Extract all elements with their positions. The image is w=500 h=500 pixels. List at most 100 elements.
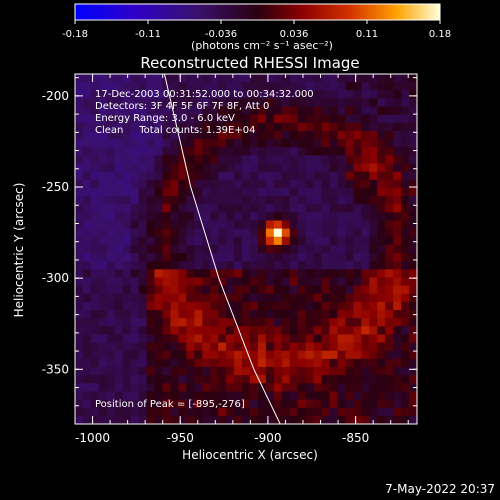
heatmap-cell <box>369 74 378 83</box>
heatmap-cell <box>297 114 307 124</box>
heatmap-cell <box>138 383 148 393</box>
heatmap-cell <box>289 179 299 189</box>
heatmap-cell <box>305 236 315 246</box>
heatmap-cell <box>361 171 370 181</box>
heatmap-cell <box>409 74 417 83</box>
heatmap-cell <box>313 204 323 213</box>
heatmap-cell <box>297 350 307 360</box>
heatmap-cell <box>130 106 140 116</box>
heatmap-cell <box>401 179 410 189</box>
heatmap-cell <box>82 277 92 287</box>
heatmap-cell <box>130 212 140 222</box>
heatmap-cell <box>377 220 386 230</box>
heatmap-cell <box>385 163 394 173</box>
heatmap-cell <box>90 236 100 246</box>
heatmap-cell <box>385 171 394 181</box>
heatmap-cell <box>178 375 187 384</box>
heatmap-cell <box>321 220 331 230</box>
heatmap-cell <box>345 90 354 100</box>
heatmap-cell <box>194 204 203 213</box>
heatmap-cell <box>393 301 402 311</box>
heatmap-cell <box>369 326 378 336</box>
heatmap-cell <box>345 228 354 238</box>
heatmap-cell <box>202 196 211 205</box>
heatmap-cell <box>361 106 370 116</box>
heatmap-cell <box>329 253 339 262</box>
heatmap-cell <box>337 212 347 222</box>
heatmap-cell <box>114 82 124 91</box>
heatmap-cell <box>186 147 195 156</box>
heatmap-cell <box>321 253 331 262</box>
heatmap-cell <box>170 375 179 384</box>
heatmap-cell <box>273 122 283 132</box>
heatmap-cell <box>75 130 84 140</box>
heatmap-cell <box>321 334 331 344</box>
heatmap-cell <box>82 196 92 205</box>
heatmap-cell <box>75 220 84 230</box>
heatmap-cell <box>242 155 251 165</box>
heatmap-cell <box>114 236 124 246</box>
heatmap-cell <box>337 171 347 181</box>
heatmap-cell <box>369 334 378 344</box>
heatmap-cell <box>82 163 92 173</box>
heatmap-cell <box>130 326 140 336</box>
heatmap-cell <box>186 187 195 197</box>
heatmap-cell <box>138 318 148 327</box>
heatmap-cell <box>106 204 116 213</box>
heatmap-cell <box>218 204 227 213</box>
heatmap-cell <box>186 179 195 189</box>
heatmap-cell <box>361 212 370 222</box>
heatmap-cell <box>409 318 417 327</box>
heatmap-cell <box>377 301 386 311</box>
heatmap-cell <box>146 204 156 213</box>
heatmap-cell <box>281 375 291 384</box>
heatmap-cell <box>249 399 259 409</box>
heatmap-cell <box>154 253 164 262</box>
heatmap-cell <box>377 415 386 424</box>
heatmap-cell <box>218 82 227 91</box>
heatmap-cell <box>409 212 417 222</box>
heatmap-cell <box>146 407 156 417</box>
heatmap-cell <box>337 155 347 165</box>
heatmap-cell <box>305 293 315 303</box>
heatmap-cell <box>138 122 148 132</box>
heatmap-cell <box>98 106 108 116</box>
heatmap-cell <box>234 106 243 116</box>
heatmap-cell <box>186 415 195 424</box>
heatmap-cell <box>329 212 339 222</box>
heatmap-cell <box>234 407 243 417</box>
heatmap-cell <box>98 147 108 156</box>
heatmap-cell <box>114 253 124 262</box>
heatmap-cell <box>178 98 187 108</box>
heatmap-cell <box>82 415 92 424</box>
heatmap-cell <box>393 228 402 238</box>
heatmap-cell <box>178 114 187 124</box>
heatmap-cell <box>329 375 339 384</box>
heatmap-cell <box>345 318 354 327</box>
heatmap-cell <box>106 244 116 254</box>
heatmap-cell <box>361 358 370 368</box>
heatmap-cell <box>170 130 179 140</box>
heatmap-cell <box>329 236 339 246</box>
heatmap-cell <box>313 90 323 100</box>
heatmap-cell <box>170 163 179 173</box>
heatmap-cell <box>337 261 347 270</box>
heatmap-cell <box>82 98 92 108</box>
heatmap-cell <box>305 358 315 368</box>
heatmap-cell <box>305 139 315 148</box>
heatmap-cell <box>345 179 354 189</box>
heatmap-cell <box>234 82 243 91</box>
heatmap-cell <box>178 399 187 409</box>
heatmap-cell <box>170 269 179 279</box>
heatmap-cell <box>106 196 116 205</box>
heatmap-cell <box>353 269 362 279</box>
heatmap-cell <box>265 383 275 393</box>
heatmap-cell <box>313 82 323 91</box>
heatmap-cell <box>122 204 132 213</box>
heatmap-cell <box>178 301 187 311</box>
heatmap-cell <box>273 98 283 108</box>
heatmap-cell <box>369 147 378 156</box>
heatmap-cell <box>106 236 116 246</box>
heatmap-cell <box>114 293 124 303</box>
heatmap-cell <box>409 228 417 238</box>
